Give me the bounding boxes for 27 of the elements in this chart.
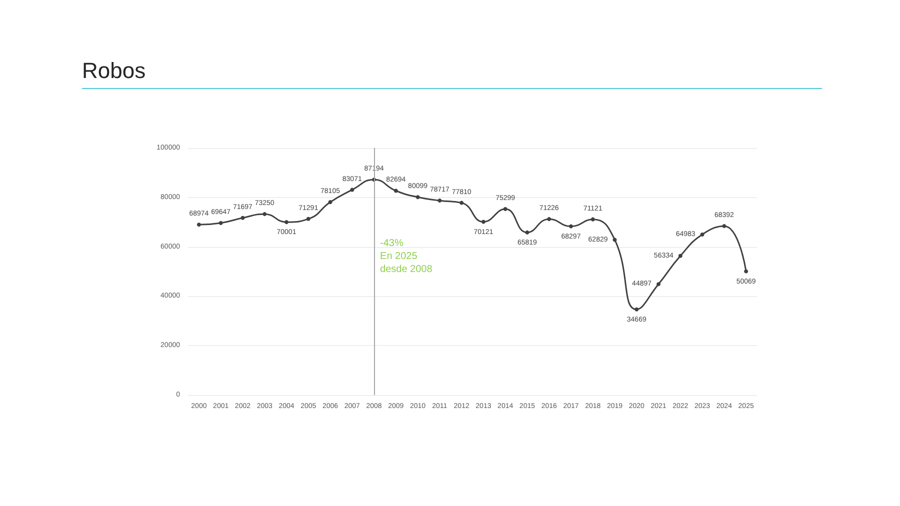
- point: [547, 217, 552, 222]
- point: [678, 254, 682, 258]
- point: [240, 216, 245, 220]
- chart-title: Robos: [82, 58, 822, 89]
- point: [350, 188, 354, 192]
- point: [612, 238, 617, 242]
- point: [744, 269, 748, 274]
- point: [634, 307, 639, 312]
- point: [460, 200, 464, 205]
- point: [590, 217, 595, 222]
- point: [416, 195, 420, 200]
- point: [262, 212, 267, 216]
- point: [328, 200, 332, 204]
- annotation: -43% En 2025 desde 2008: [380, 238, 433, 275]
- point: [503, 207, 508, 212]
- point: [438, 198, 442, 203]
- point: [394, 188, 398, 193]
- point: [284, 220, 288, 224]
- point: [218, 220, 223, 225]
- point: [656, 282, 661, 286]
- point: [700, 232, 704, 236]
- point: [525, 230, 530, 234]
- point: [722, 224, 726, 228]
- point: [196, 222, 201, 227]
- point: [568, 224, 573, 228]
- point: [481, 220, 486, 224]
- point: [306, 216, 310, 221]
